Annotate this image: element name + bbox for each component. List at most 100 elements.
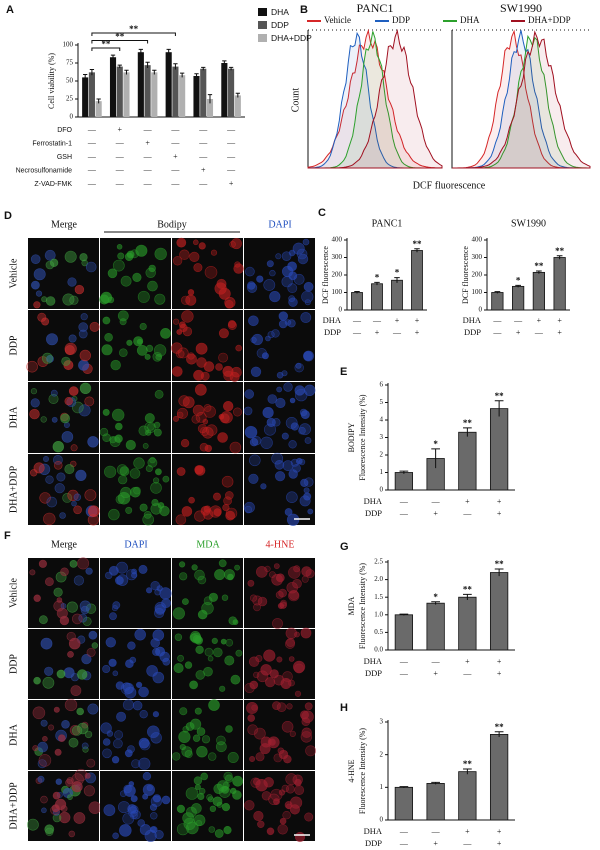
cell bbox=[102, 664, 111, 673]
cell bbox=[129, 811, 138, 820]
cell bbox=[278, 311, 288, 321]
cell bbox=[214, 829, 224, 838]
cell bbox=[181, 310, 194, 323]
cell bbox=[213, 647, 223, 658]
cell bbox=[172, 366, 183, 377]
subplot-title: SW1990 bbox=[500, 1, 542, 15]
cell bbox=[154, 247, 167, 261]
cell bbox=[123, 784, 132, 794]
cell bbox=[195, 645, 204, 654]
cell bbox=[255, 752, 265, 762]
cell bbox=[232, 790, 242, 800]
cell bbox=[281, 432, 289, 440]
cell bbox=[294, 785, 305, 795]
cell bbox=[278, 319, 288, 329]
cell bbox=[244, 505, 253, 514]
cell bbox=[68, 737, 79, 748]
error-bar bbox=[173, 63, 178, 70]
cell bbox=[190, 632, 202, 644]
cell bbox=[206, 794, 213, 801]
cell bbox=[247, 282, 258, 293]
cell bbox=[285, 416, 298, 429]
cell bbox=[294, 778, 302, 787]
cell bbox=[281, 276, 293, 288]
condition-mark: — bbox=[399, 509, 409, 518]
cell bbox=[234, 564, 240, 571]
cell bbox=[132, 272, 142, 283]
y-axis-label: BODIPY bbox=[347, 422, 356, 452]
cell bbox=[103, 465, 117, 478]
row-label: DDP bbox=[8, 335, 19, 355]
cell bbox=[48, 393, 59, 404]
error-bar bbox=[138, 48, 143, 56]
cell bbox=[263, 279, 276, 291]
condition-mark: — bbox=[226, 138, 236, 147]
error-bar bbox=[399, 613, 409, 616]
cell bbox=[68, 386, 79, 396]
error-bar bbox=[152, 69, 157, 75]
cell bbox=[179, 743, 186, 751]
cell bbox=[35, 290, 43, 297]
cell bbox=[112, 670, 119, 677]
cell bbox=[115, 576, 124, 585]
cell bbox=[147, 457, 158, 468]
cell bbox=[162, 657, 171, 666]
cell bbox=[52, 441, 64, 453]
significance-label: ** bbox=[495, 391, 505, 401]
cell bbox=[143, 511, 152, 519]
bar bbox=[394, 786, 414, 821]
cell bbox=[281, 720, 294, 733]
condition-mark: — bbox=[431, 497, 441, 506]
significance-label: * bbox=[433, 592, 438, 602]
cell bbox=[208, 752, 217, 761]
cell bbox=[102, 433, 111, 443]
cell bbox=[177, 407, 189, 419]
cell bbox=[263, 649, 276, 662]
cell bbox=[265, 677, 276, 688]
cell bbox=[255, 566, 268, 578]
cell bbox=[293, 660, 306, 673]
cell bbox=[57, 734, 66, 743]
panel-letter: B bbox=[300, 4, 308, 16]
cell bbox=[85, 261, 97, 273]
cell bbox=[256, 275, 264, 283]
cell bbox=[83, 785, 95, 797]
cell bbox=[116, 464, 128, 476]
cell bbox=[71, 781, 83, 793]
significance-label: ** bbox=[495, 722, 505, 732]
bar bbox=[489, 572, 509, 651]
cell bbox=[119, 824, 132, 837]
cell bbox=[282, 810, 291, 820]
significance-label: ** bbox=[129, 24, 139, 34]
error-bar bbox=[463, 427, 472, 437]
cell bbox=[69, 560, 78, 568]
cell bbox=[133, 336, 144, 347]
bar bbox=[426, 783, 445, 821]
cell bbox=[185, 806, 197, 818]
cell bbox=[88, 630, 98, 640]
bar bbox=[109, 57, 117, 117]
cell bbox=[185, 787, 199, 800]
cell bbox=[300, 627, 312, 639]
cell bbox=[62, 787, 74, 799]
cell bbox=[225, 638, 234, 647]
cell bbox=[245, 266, 255, 277]
cell bbox=[79, 349, 92, 362]
cell bbox=[42, 735, 48, 742]
condition-mark: — bbox=[431, 657, 441, 666]
legend-label: DDP bbox=[392, 15, 410, 25]
cell bbox=[286, 703, 293, 710]
cell bbox=[225, 510, 236, 521]
cell bbox=[53, 600, 65, 612]
cell bbox=[229, 441, 242, 454]
chart-title: SW1990 bbox=[511, 218, 546, 229]
cell bbox=[176, 467, 186, 476]
cell bbox=[275, 471, 286, 482]
column-header: DAPI bbox=[268, 219, 291, 230]
bar bbox=[391, 279, 403, 311]
condition-mark: — bbox=[143, 152, 153, 161]
cell bbox=[172, 607, 185, 620]
cell bbox=[250, 366, 262, 377]
cell bbox=[235, 649, 243, 657]
cell bbox=[146, 344, 154, 353]
